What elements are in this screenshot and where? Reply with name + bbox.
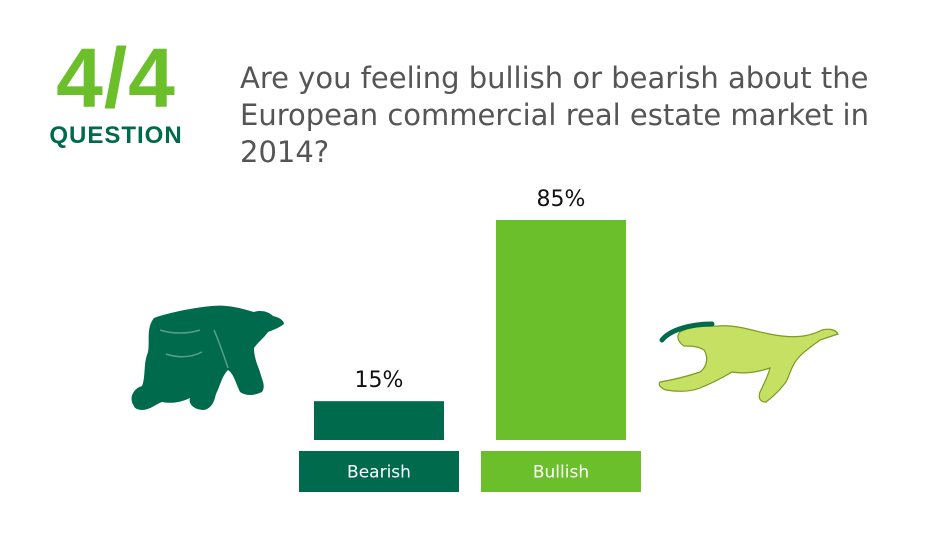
bar-bearish bbox=[314, 401, 444, 440]
category-box-bullish bbox=[481, 451, 641, 492]
bear-icon bbox=[131, 305, 284, 410]
bar-bullish bbox=[496, 220, 626, 440]
category-box-bearish bbox=[299, 451, 459, 492]
bull-icon bbox=[658, 321, 839, 403]
value-label-bearish: 15% bbox=[355, 368, 404, 393]
question-text: Are you feeling bullish or bearish about… bbox=[240, 61, 869, 169]
question-label: QUESTION bbox=[49, 122, 183, 149]
category-label-bullish: Bullish bbox=[533, 463, 589, 483]
question-badge: 4/4 QUESTION bbox=[36, 36, 196, 148]
value-label-bullish: 85% bbox=[537, 187, 586, 212]
category-label-bearish: Bearish bbox=[347, 463, 411, 483]
question-number: 4/4 bbox=[56, 31, 176, 125]
